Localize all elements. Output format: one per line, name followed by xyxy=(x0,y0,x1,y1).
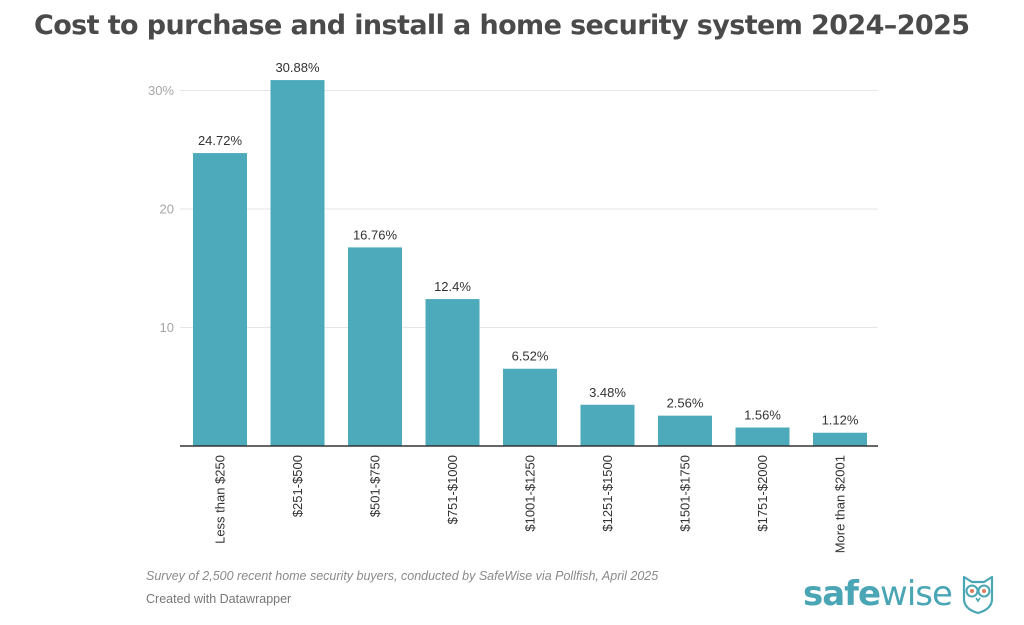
bar xyxy=(735,427,790,446)
logo-bold-part: safe xyxy=(803,574,881,614)
safewise-logo: safewise xyxy=(803,572,998,616)
x-tick-label: $1001-$1250 xyxy=(523,455,538,532)
data-label: 12.4% xyxy=(434,279,471,294)
data-label: 24.72% xyxy=(198,133,243,148)
logo-wordmark: safewise xyxy=(803,574,953,614)
data-label: 2.56% xyxy=(667,396,704,411)
y-tick-label: 30% xyxy=(148,83,174,98)
x-tick-label: Less than $250 xyxy=(213,455,228,544)
data-label: 16.76% xyxy=(353,227,398,242)
data-labels: 24.72% 30.88% 16.76% 12.4% 6.52% 3.48% 2.56% 1.… xyxy=(198,60,859,428)
bar xyxy=(348,247,402,446)
bar xyxy=(270,80,325,447)
bar xyxy=(813,432,867,446)
bar xyxy=(658,415,712,446)
data-label: 1.56% xyxy=(744,408,781,423)
x-tick-label: $1251-$1500 xyxy=(600,455,615,532)
datawrapper-credit: Created with Datawrapper xyxy=(146,592,292,606)
x-tick-label: $1751-$2000 xyxy=(755,455,770,532)
x-tick-label: More than $2001 xyxy=(833,455,848,553)
data-label: 30.88% xyxy=(275,60,320,75)
bar xyxy=(580,404,635,446)
x-axis-ticks: Less than $250 $251-$500 $501-$750 $751-$10… xyxy=(213,455,848,553)
x-tick-label: $751-$1000 xyxy=(445,455,460,524)
data-label: 3.48% xyxy=(589,385,626,400)
bar xyxy=(193,153,247,446)
x-tick-label: $1501-$1750 xyxy=(678,455,693,532)
owl-icon xyxy=(962,575,994,615)
y-axis-ticks: 10 20 30% xyxy=(148,83,174,335)
bar xyxy=(503,368,557,446)
bars xyxy=(193,80,867,447)
logo-light-part: wise xyxy=(880,574,953,614)
data-label: 1.12% xyxy=(822,413,859,428)
bar xyxy=(425,299,480,446)
data-label: 6.52% xyxy=(512,349,549,364)
source-note: Survey of 2,500 recent home security buy… xyxy=(146,569,659,583)
y-tick-label: 10 xyxy=(160,320,174,335)
x-tick-label: $501-$750 xyxy=(368,455,383,517)
x-tick-label: $251-$500 xyxy=(290,455,305,517)
y-tick-label: 20 xyxy=(160,202,174,217)
chart-title: Cost to purchase and install a home secu… xyxy=(34,10,970,41)
